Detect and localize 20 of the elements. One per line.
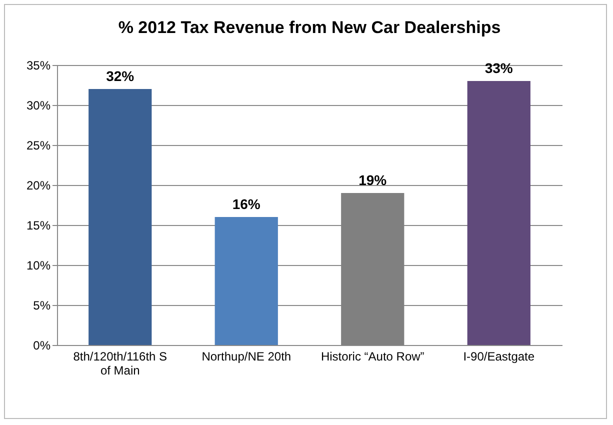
data-label: 16% [232,196,261,212]
bar [214,217,278,345]
data-label: 19% [358,172,388,188]
x-tick-label: 8th/120th/116th S of Main [73,350,168,378]
y-tick-label: 25% [26,138,51,152]
y-tick-label: 15% [26,218,51,232]
y-tick-label: 0% [33,338,51,352]
y-tick-label: 35% [26,58,51,72]
bar [467,81,530,345]
bar [88,89,152,345]
data-label: 32% [106,68,135,84]
data-label: 33% [484,60,514,76]
y-tick-label: 20% [26,178,51,192]
y-tick-label: 5% [33,298,51,312]
x-tick-label: I-90/Eastgate [463,350,535,364]
x-tick-label: Historic “Auto Row” [320,350,424,364]
y-tick-label: 10% [26,258,51,272]
y-tick-label: 30% [26,98,51,112]
x-tick-label: Northup/NE 20th [202,350,292,364]
chart-title: % 2012 Tax Revenue from New Car Dealerships [118,18,501,37]
